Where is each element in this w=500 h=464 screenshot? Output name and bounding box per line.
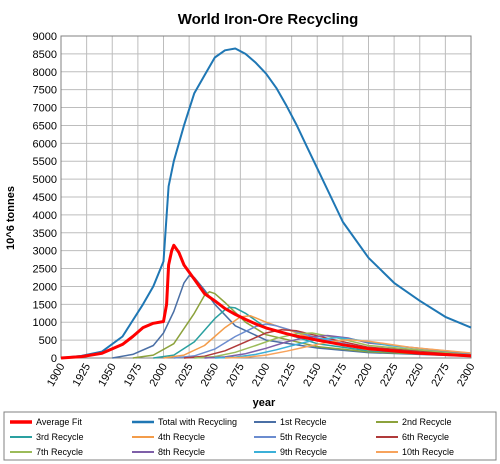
legend-label-average-fit: Average Fit <box>36 417 82 427</box>
y-tick-label: 6500 <box>33 120 57 132</box>
legend: Average Fit Total with Recycling 1st Recyc… <box>3 411 497 461</box>
y-tick-label: 4500 <box>33 192 57 204</box>
y-tick-label: 7000 <box>33 103 57 115</box>
series-line-3rd-recycle <box>153 306 472 359</box>
y-tick-label: 4000 <box>33 210 57 222</box>
legend-label-8th-recycle: 8th Recycle <box>158 447 205 457</box>
series-line-9th-recycle <box>214 336 472 359</box>
y-tick-label: 3500 <box>33 228 57 240</box>
legend-label-9th-recycle: 9th Recycle <box>280 447 327 457</box>
series-line-2nd-recycle <box>132 291 472 359</box>
y-tick-label: 1500 <box>33 299 57 311</box>
legend-label-2nd-recycle: 2nd Recycle <box>402 417 452 427</box>
y-tick-label: 3000 <box>33 246 57 258</box>
y-tick-label: 5500 <box>33 156 57 168</box>
series-line-7th-recycle <box>194 332 472 359</box>
legend-label-6th-recycle: 6th Recycle <box>402 432 449 442</box>
y-axis-label: 10^6 tonnes <box>5 186 17 250</box>
plot-frame <box>60 35 472 359</box>
series-line-10th-recycle <box>224 339 472 359</box>
y-tick-label: 7500 <box>33 85 57 97</box>
x-axis-label: year <box>253 397 276 409</box>
y-tick-label: 6000 <box>33 138 57 150</box>
y-tick-label: 8000 <box>33 67 57 79</box>
series-line-average-fit <box>60 243 472 360</box>
legend-label-5th-recycle: 5th Recycle <box>280 432 327 442</box>
y-tick-label: 2500 <box>33 264 57 276</box>
legend-label-4th-recycle: 4th Recycle <box>158 432 205 442</box>
y-tick-label: 8500 <box>33 49 57 61</box>
legend-label-10th-recycle: 10th Recycle <box>402 447 454 457</box>
y-tick-label: 0 <box>51 353 57 365</box>
y-tick-label: 5000 <box>33 174 57 186</box>
grid <box>60 35 472 359</box>
y-tick-label: 1000 <box>33 317 57 329</box>
legend-label-3rd-recycle: 3rd Recycle <box>36 432 84 442</box>
legend-box <box>3 411 497 461</box>
series-lines <box>60 47 472 360</box>
y-tick-label: 500 <box>39 335 57 347</box>
series-line-total-with-recycling <box>60 47 472 359</box>
legend-label-7th-recycle: 7th Recycle <box>36 447 83 457</box>
chart-title: World Iron-Ore Recycling <box>178 11 359 28</box>
y-tick-label: 9000 <box>33 31 57 43</box>
legend-label-1st-recycle: 1st Recycle <box>280 417 327 427</box>
y-tick-label: 2000 <box>33 281 57 293</box>
y-tick-labels: 0 500 1000 1500 2000 2500 3000 3500 4000 4500 5000… <box>33 31 57 365</box>
legend-label-total-with-recycling: Total with Recycling <box>158 417 237 427</box>
